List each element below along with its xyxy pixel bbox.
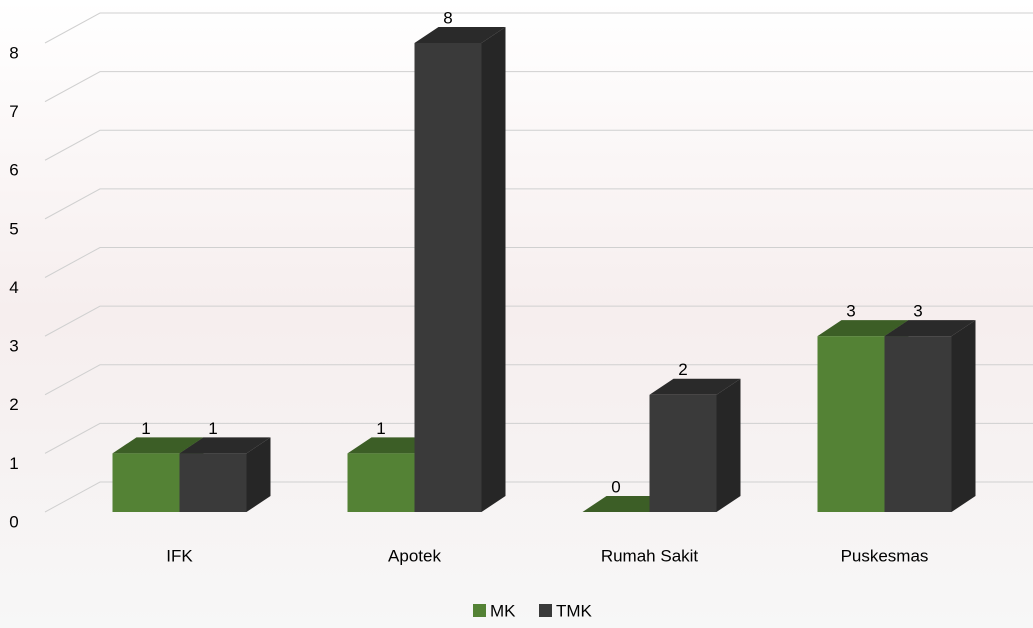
y-tick-label: 1 (9, 454, 18, 473)
bar-face (180, 453, 247, 512)
data-label: 3 (846, 302, 855, 321)
bar (885, 320, 976, 512)
bar (415, 27, 506, 512)
data-label: 2 (678, 360, 687, 379)
y-tick-label: 0 (9, 512, 18, 531)
data-label: 1 (376, 419, 385, 438)
y-tick-label: 7 (9, 102, 18, 121)
bar (650, 379, 741, 512)
bar-face (482, 27, 506, 512)
background (0, 0, 1033, 628)
data-label: 0 (611, 477, 620, 496)
data-label: 1 (141, 419, 150, 438)
x-tick-label: Rumah Sakit (601, 546, 699, 565)
y-tick-label: 5 (9, 219, 18, 238)
bar-face (113, 453, 180, 512)
data-label: 1 (208, 419, 217, 438)
bar (180, 437, 271, 512)
y-tick-label: 4 (9, 278, 18, 297)
chart: 0 1 2 3 4 5 6 7 8 IFK 1 1 Apotek 1 8 Rumah Sakit 0 2 Puske… (0, 0, 1033, 628)
x-tick-label: Puskesmas (841, 546, 929, 565)
legend-swatch (473, 604, 486, 617)
bar-face (415, 43, 482, 512)
bar-face (885, 336, 952, 512)
legend-label: TMK (556, 601, 593, 620)
bar-face (348, 453, 415, 512)
data-label: 3 (913, 302, 922, 321)
x-tick-label: Apotek (388, 546, 441, 565)
y-tick-label: 2 (9, 395, 18, 414)
legend-label: MK (490, 601, 516, 620)
legend-swatch (539, 604, 552, 617)
y-tick-label: 6 (9, 161, 18, 180)
bar-face (717, 379, 741, 512)
data-label: 8 (443, 8, 452, 27)
bar-face (818, 336, 885, 512)
y-tick-label: 8 (9, 43, 18, 62)
x-tick-label: IFK (166, 546, 193, 565)
bar-face (952, 320, 976, 512)
y-tick-label: 3 (9, 337, 18, 356)
bar-face (650, 395, 717, 512)
